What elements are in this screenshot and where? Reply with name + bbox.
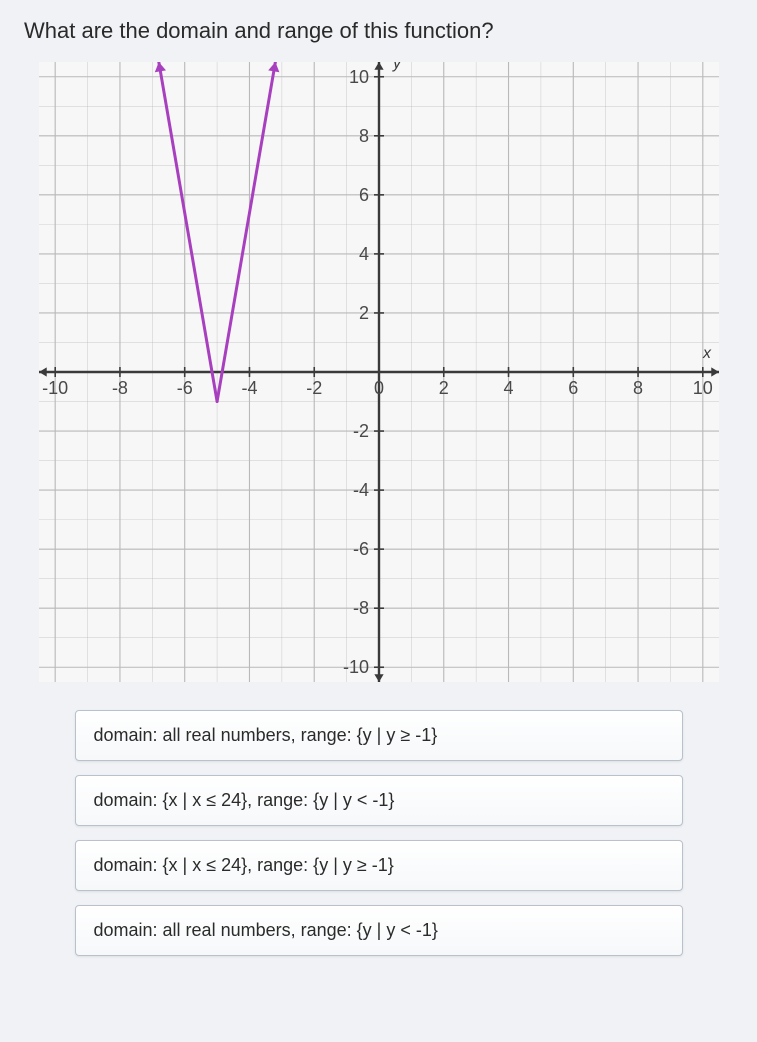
svg-text:6: 6 — [568, 378, 578, 398]
svg-text:-4: -4 — [352, 480, 368, 500]
svg-text:-6: -6 — [352, 539, 368, 559]
svg-text:10: 10 — [348, 67, 368, 87]
option-a[interactable]: domain: all real numbers, range: {y | y … — [75, 710, 683, 761]
svg-text:2: 2 — [358, 303, 368, 323]
svg-text:-8: -8 — [352, 598, 368, 618]
svg-text:6: 6 — [358, 185, 368, 205]
option-c[interactable]: domain: {x | x ≤ 24}, range: {y | y ≥ -1… — [75, 840, 683, 891]
svg-text:0: 0 — [373, 378, 383, 398]
option-b[interactable]: domain: {x | x ≤ 24}, range: {y | y < -1… — [75, 775, 683, 826]
svg-text:-2: -2 — [352, 421, 368, 441]
svg-text:x: x — [702, 345, 712, 362]
question-text: What are the domain and range of this fu… — [24, 18, 733, 44]
option-d[interactable]: domain: all real numbers, range: {y | y … — [75, 905, 683, 956]
svg-text:2: 2 — [438, 378, 448, 398]
svg-text:8: 8 — [358, 126, 368, 146]
svg-text:4: 4 — [358, 244, 368, 264]
svg-text:8: 8 — [633, 378, 643, 398]
answer-options: domain: all real numbers, range: {y | y … — [75, 710, 683, 956]
svg-text:4: 4 — [503, 378, 513, 398]
svg-text:10: 10 — [692, 378, 712, 398]
svg-text:-10: -10 — [342, 657, 368, 677]
function-graph: -10 -8 -6 -4 -2 0 2 4 6 8 10 2 4 6 8 10 -2 -4 -6 -8 -10 x y — [39, 62, 719, 682]
svg-text:-10: -10 — [42, 378, 68, 398]
svg-text:-8: -8 — [111, 378, 127, 398]
svg-text:-6: -6 — [176, 378, 192, 398]
svg-text:-4: -4 — [241, 378, 257, 398]
svg-text:-2: -2 — [306, 378, 322, 398]
svg-text:y: y — [392, 62, 402, 72]
